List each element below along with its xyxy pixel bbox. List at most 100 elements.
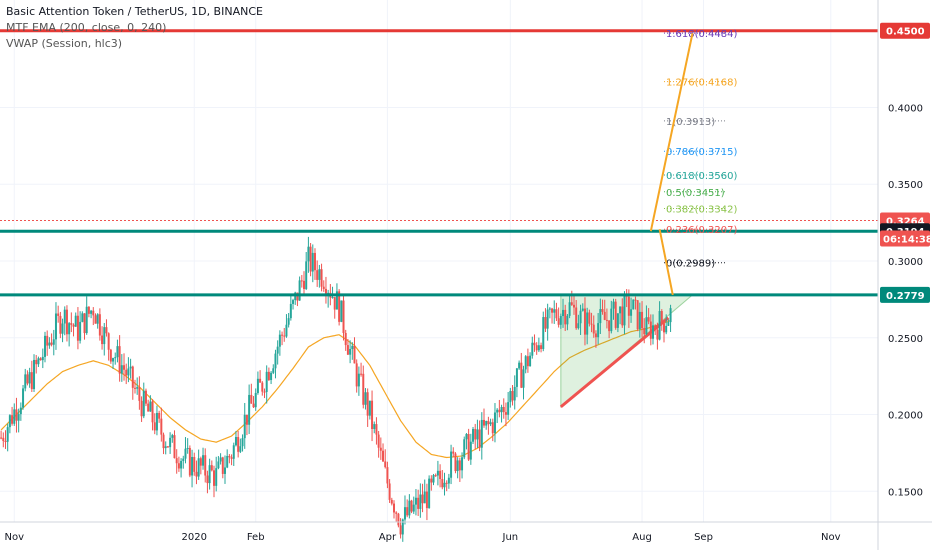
- down-arrow: [658, 229, 674, 296]
- chart-legend: Basic Attention Token / TetherUS, 1D, BI…: [6, 4, 263, 52]
- candle-body: [382, 450, 385, 462]
- candle-body: [548, 308, 551, 310]
- candle-body: [491, 422, 494, 434]
- candle-body: [114, 357, 117, 359]
- candle-body: [537, 345, 540, 351]
- candle-body: [652, 325, 655, 339]
- candle-body: [351, 345, 354, 349]
- candle-body: [92, 310, 95, 316]
- candle-body: [267, 371, 270, 380]
- candle-body: [636, 300, 639, 330]
- candle-body: [26, 374, 29, 384]
- candle-body: [546, 309, 549, 329]
- fib-level-label: 0.382(0.3342): [666, 204, 738, 215]
- fib-level-label: 1.618(0.4484): [666, 29, 738, 40]
- fibonacci-extension: 1.618(0.4484) 1.276(0.4168) 1(0.3913) 0.786…: [663, 29, 738, 270]
- candle-body: [162, 434, 165, 449]
- candle-body: [425, 491, 428, 509]
- candle-body: [289, 303, 292, 319]
- candle-body: [500, 407, 503, 413]
- candle-body: [287, 318, 290, 325]
- symbol-title[interactable]: Basic Attention Token / TetherUS, 1D, BI…: [6, 5, 263, 18]
- candle-body: [0, 437, 3, 439]
- candle-body: [399, 525, 402, 535]
- price-axis-bg: [878, 0, 932, 550]
- candle-body: [136, 387, 139, 389]
- candle-body: [614, 301, 617, 328]
- candle-body: [601, 309, 604, 312]
- candle-body: [509, 391, 512, 403]
- candle-body: [300, 280, 303, 282]
- candle-body: [72, 324, 75, 327]
- candle-body: [474, 429, 477, 440]
- up-arrow: [649, 32, 694, 232]
- candle-body: [406, 507, 409, 516]
- candle-body: [520, 362, 523, 388]
- candle-body: [559, 316, 562, 325]
- candle-body: [70, 323, 73, 325]
- fib-level-label: 0.236(0.3207): [666, 225, 738, 236]
- candle-body: [373, 424, 376, 429]
- candle-body: [579, 310, 582, 324]
- candle-body: [129, 366, 132, 369]
- candle-body: [160, 418, 163, 435]
- candle-body: [52, 339, 55, 345]
- ema-indicator-label[interactable]: MTF EMA (200, close, 0, 240): [6, 21, 167, 34]
- candle-body: [166, 446, 169, 448]
- candle-body: [658, 311, 661, 340]
- candle-body: [197, 458, 200, 477]
- candle-body: [592, 324, 595, 334]
- candle-body: [526, 356, 529, 367]
- candle-body: [524, 356, 527, 370]
- candle-body: [605, 319, 608, 321]
- candle-body: [186, 447, 189, 449]
- candle-body: [414, 497, 417, 505]
- candle-body: [144, 390, 147, 404]
- candle-body: [226, 455, 229, 468]
- candle-body: [362, 373, 365, 405]
- time-tick-label: Apr: [379, 532, 397, 543]
- candle-body: [41, 356, 44, 361]
- candle-body: [311, 252, 314, 272]
- candle-body: [504, 412, 507, 415]
- candle-body: [265, 371, 268, 392]
- candle-body: [98, 314, 101, 336]
- candle-body: [447, 477, 450, 484]
- candle-body: [298, 280, 301, 301]
- candle-body: [4, 441, 7, 443]
- fib-level-label: 0(0.2989): [666, 259, 715, 270]
- time-tick-label: 2020: [182, 532, 207, 543]
- candle-body: [588, 312, 591, 324]
- candle-body: [469, 441, 472, 460]
- candle-body: [518, 362, 521, 369]
- candle-body: [15, 409, 18, 421]
- candle-body: [610, 308, 613, 332]
- vwap-indicator-label[interactable]: VWAP (Session, hlc3): [6, 37, 123, 50]
- candle-body: [281, 334, 284, 336]
- candle-body: [142, 390, 145, 417]
- candlestick-series: [0, 236, 672, 542]
- price-tick-label: 0.4000: [888, 103, 923, 114]
- candle-body: [39, 358, 42, 361]
- candle-body: [439, 470, 442, 480]
- candle-body: [410, 500, 413, 512]
- candle-body: [342, 300, 345, 333]
- candle-body: [274, 353, 277, 369]
- candle-body: [202, 455, 205, 466]
- candle-body: [417, 497, 420, 509]
- candle-body: [296, 292, 299, 301]
- candle-body: [17, 414, 20, 421]
- candle-body: [375, 424, 378, 435]
- candle-body: [463, 439, 466, 458]
- price-axis[interactable]: 0.1500 0.2000 0.2500 0.3000 0.3500 0.4000: [877, 0, 932, 550]
- candle-body: [318, 269, 321, 280]
- candle-body: [443, 482, 446, 488]
- candle-body: [570, 302, 573, 305]
- candle-body: [219, 457, 222, 462]
- time-axis[interactable]: Nov 2020 Feb Apr Jun Aug Sep Nov: [0, 521, 932, 543]
- candle-body: [612, 301, 615, 309]
- candle-body: [623, 295, 626, 326]
- candle-body: [450, 451, 453, 478]
